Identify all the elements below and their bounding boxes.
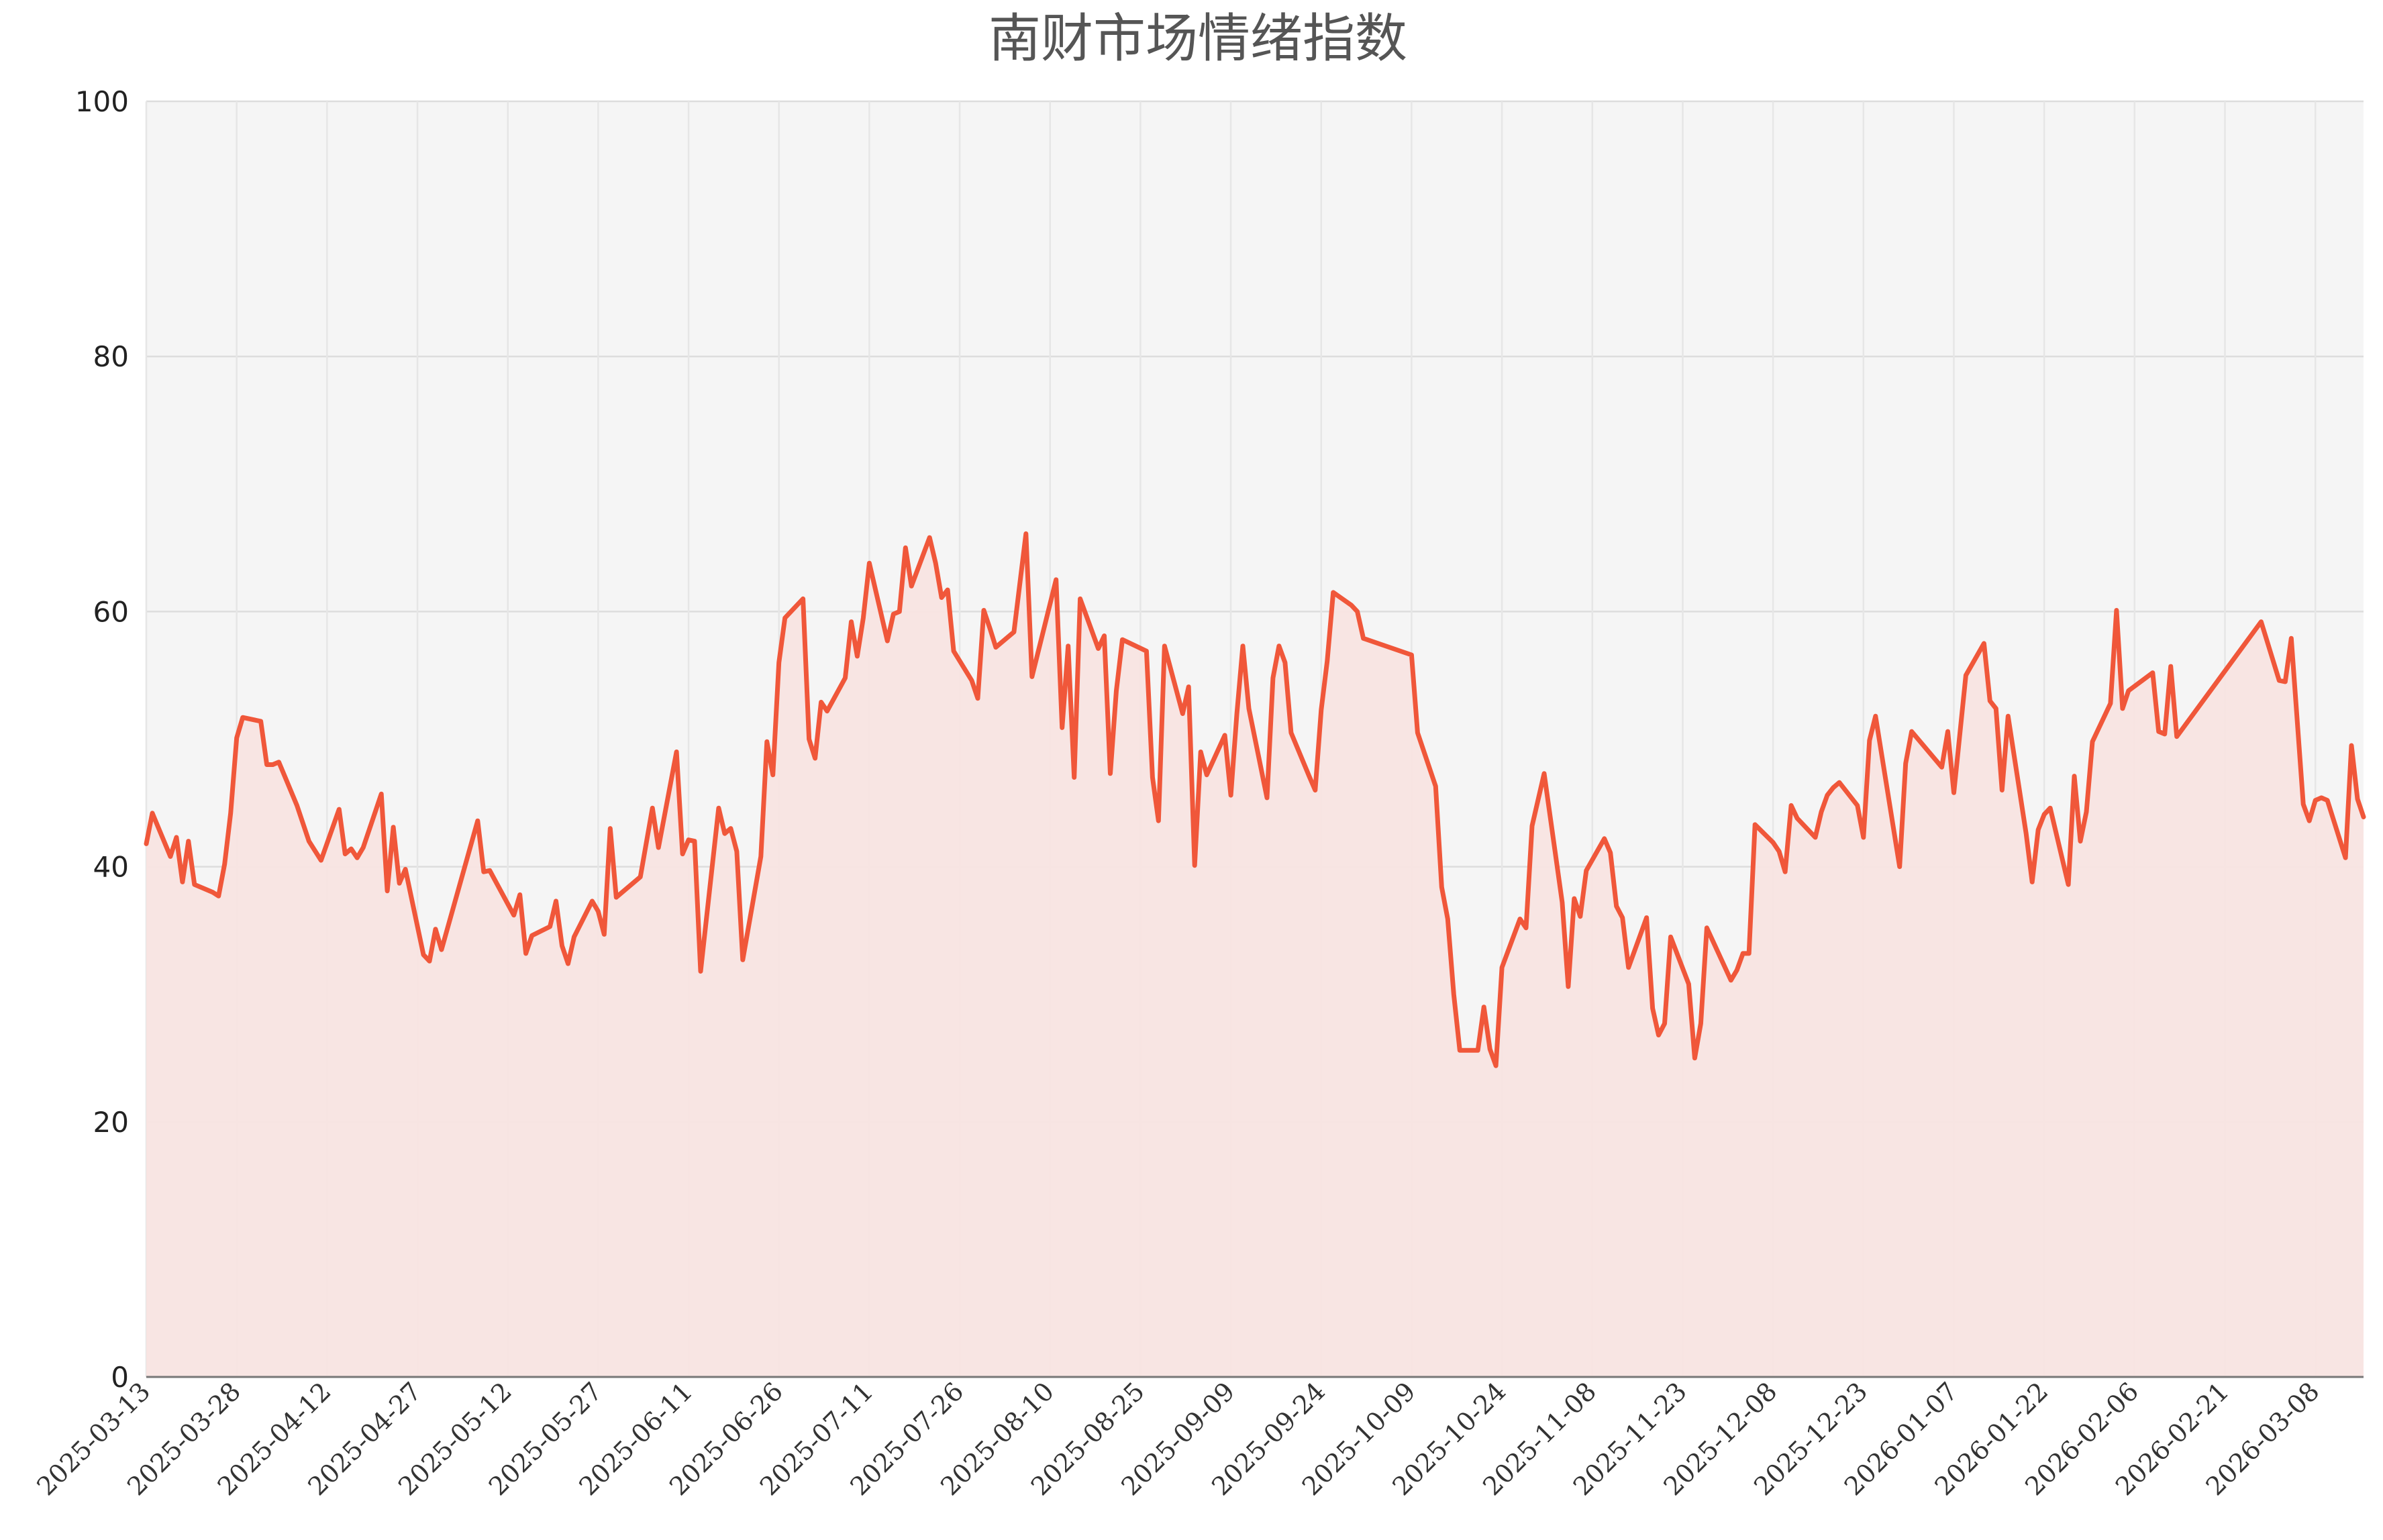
y-tick-label: 20 <box>93 1106 129 1139</box>
y-tick-label: 40 <box>93 851 129 884</box>
sentiment-series-line <box>144 531 2366 1068</box>
chart-title: 南财市场情绪指数 <box>988 9 1407 69</box>
y-tick-label: 80 <box>93 340 129 373</box>
x-axis-tick-labels: 2025-03-132025-03-282025-04-122025-04-27… <box>31 1376 2325 1501</box>
y-axis-tick-labels: 0 20 40 60 80 100 <box>75 85 129 1394</box>
area-fill <box>146 533 2364 1377</box>
y-tick-label: 60 <box>93 595 129 628</box>
y-tick-label: 100 <box>75 85 129 118</box>
y-tick-label: 0 <box>111 1361 129 1394</box>
